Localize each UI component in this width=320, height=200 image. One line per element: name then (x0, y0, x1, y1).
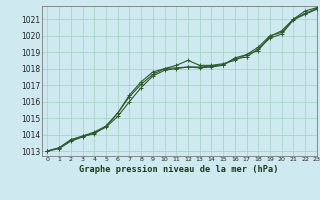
X-axis label: Graphe pression niveau de la mer (hPa): Graphe pression niveau de la mer (hPa) (79, 165, 279, 174)
